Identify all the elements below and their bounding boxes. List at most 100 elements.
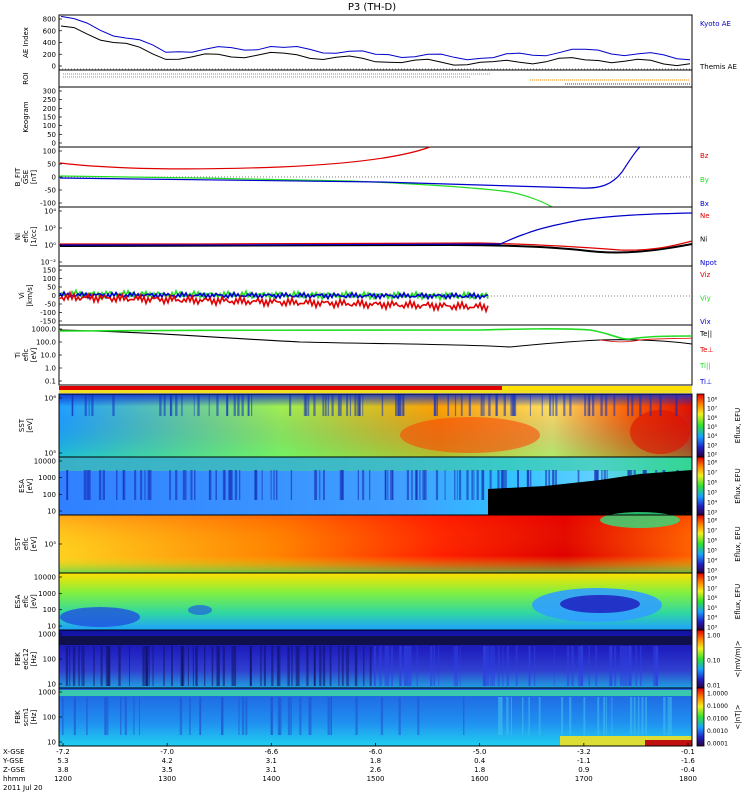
labels-layer: AE Index 800 600 400 200 0 Kyoto AE Themis AE RO… bbox=[2, 16, 742, 793]
sst_i-cbar-label: Eflux, EFU bbox=[734, 526, 742, 561]
sst-e-stripes-stripe bbox=[247, 394, 250, 416]
keogram-ytick: 300 bbox=[43, 88, 56, 96]
fbk1-stripes-stripe bbox=[329, 646, 332, 686]
sst-e-stripes-stripe bbox=[349, 394, 351, 416]
sst_e-cbar-tick: 10⁵ bbox=[707, 424, 718, 431]
fbk1-stripes-stripe bbox=[107, 646, 110, 686]
esa_i-cbar-tick: 10⁶ bbox=[707, 595, 718, 602]
sst-e-stripes-stripe bbox=[569, 394, 572, 416]
ae-legend-1: Themis AE bbox=[699, 63, 737, 71]
ae-series-group bbox=[59, 15, 692, 70]
fbk1-stripes-stripe bbox=[566, 646, 570, 686]
esa-e-stripes-stripe bbox=[341, 470, 343, 500]
bfit-panel bbox=[58, 146, 693, 208]
ae-ytick: 400 bbox=[43, 39, 56, 47]
fbk1-stripes-stripe bbox=[384, 646, 387, 686]
fbk2-stripes-stripe bbox=[499, 697, 502, 735]
fbk1-stripes-stripe bbox=[260, 646, 262, 686]
esa_i-ylabel-1: ESA bbox=[14, 594, 22, 608]
fbk1-stripes-stripe bbox=[459, 646, 461, 686]
xaxis-value: -5.0 bbox=[473, 748, 487, 756]
esa-e-stripes-stripe bbox=[134, 470, 137, 500]
sst-e-stripes-stripe bbox=[587, 394, 590, 416]
colorbars bbox=[696, 393, 705, 747]
fbk1-cbar-tick: 0.01 bbox=[707, 683, 721, 690]
esa-e-stripes-stripe bbox=[319, 470, 321, 500]
fbk1-stripes-stripe bbox=[211, 646, 214, 686]
fbk1-stripes-stripe bbox=[629, 646, 632, 686]
esa-e-stripes-stripe bbox=[548, 470, 551, 500]
vi-legend-1: Viy bbox=[700, 295, 711, 303]
bz-line bbox=[59, 146, 431, 170]
esa-i-blue-blob-2 bbox=[188, 605, 212, 615]
ni-legend-2: Npot bbox=[700, 259, 717, 267]
esa_e-cbar-label: Eflux, EFU bbox=[734, 468, 742, 503]
esa_i-cbar-tick: 10³ bbox=[707, 625, 718, 632]
fbk1-stripes-stripe bbox=[129, 646, 130, 686]
fbk1-stripes-stripe bbox=[506, 646, 509, 686]
fbk2-panel bbox=[58, 687, 693, 747]
sst_e-cbar-tick: 10² bbox=[707, 452, 718, 459]
fbk2-stripes-stripe bbox=[299, 697, 302, 735]
esa_e-ylabel-2: [eV] bbox=[26, 478, 34, 493]
fbk1-stripes-stripe bbox=[322, 646, 326, 686]
sst_e-cbar-tick: 10⁴ bbox=[707, 433, 718, 440]
esa-e-stripes-stripe bbox=[208, 470, 210, 500]
fbk1-stripes-stripe bbox=[291, 646, 293, 686]
sst_e-cbar-tick: 10³ bbox=[707, 442, 718, 449]
esa_i-cbar-tick: 10⁴ bbox=[707, 615, 718, 622]
ni-ylabel-2: eflc bbox=[22, 230, 30, 243]
sst-e-stripes-stripe bbox=[488, 394, 491, 416]
fbk1-stripes-stripe bbox=[65, 646, 69, 686]
xaxis-value: -6.0 bbox=[369, 748, 383, 756]
fbk2-cbar-tick: 0.1000 bbox=[707, 703, 728, 710]
sst_e-ylabel-2: [eV] bbox=[26, 418, 34, 433]
sst-e-stripes-stripe bbox=[604, 394, 606, 416]
esa-e-stripes-stripe bbox=[406, 470, 409, 500]
fbk1-stripes-stripe bbox=[105, 646, 109, 686]
sst-e-stripes-stripe bbox=[675, 394, 678, 416]
esa-e-stripes-stripe bbox=[234, 470, 238, 500]
fbk1-stripes-stripe bbox=[81, 646, 83, 686]
xaxis-value: 1700 bbox=[575, 775, 593, 783]
sst-e-stripes-stripe bbox=[483, 394, 485, 416]
sst-e-stripes-stripe bbox=[397, 394, 400, 416]
fbk1-stripes-stripe bbox=[655, 646, 658, 686]
esa-e-stripes-stripe bbox=[390, 470, 393, 500]
esa-e-stripes-stripe bbox=[228, 470, 230, 500]
fbk1-stripes-stripe bbox=[620, 646, 623, 686]
sst_i-cbar-tick: 10⁴ bbox=[707, 558, 718, 565]
sst-e-stripes-stripe bbox=[605, 394, 608, 416]
fbk2-stripes bbox=[61, 697, 672, 735]
bfit-ytick: 100 bbox=[43, 148, 56, 156]
sst-e-overlay bbox=[59, 394, 692, 457]
esa_e-ytick: 10000 bbox=[34, 458, 56, 466]
fbk1-stripes-stripe bbox=[356, 646, 358, 686]
fbk1-stripes-stripe bbox=[487, 646, 490, 686]
esa-e-stripes-stripe bbox=[476, 470, 479, 500]
sst-e-stripes-stripe bbox=[436, 394, 438, 416]
esa-e-stripes-stripe bbox=[458, 470, 462, 500]
fbk2-stripes-stripe bbox=[669, 697, 672, 735]
fbk2-red-region bbox=[645, 740, 692, 746]
fbk1-stripes-stripe bbox=[216, 646, 219, 686]
fbk1-stripes-stripe bbox=[163, 646, 165, 686]
sst-e-stripes-stripe bbox=[503, 394, 506, 416]
fbk1-stripes-stripe bbox=[118, 646, 121, 686]
fbk2-stripes-stripe bbox=[241, 697, 245, 735]
esa_e-cbar-tick: 10⁷ bbox=[707, 470, 718, 477]
sst-e-stripes-stripe bbox=[216, 394, 219, 416]
fbk1-stripes-stripe bbox=[430, 646, 433, 686]
esa_i-cbar-tick: 10⁷ bbox=[707, 585, 718, 592]
esa_i-ytick: 10000 bbox=[34, 574, 56, 582]
esa-e-stripes-stripe bbox=[435, 470, 439, 500]
fbk1-stripes-stripe bbox=[222, 646, 225, 686]
sst-e-stripes-stripe bbox=[514, 394, 517, 416]
fbk2-cbar-label: <|nT|> bbox=[734, 704, 742, 729]
fbk2-ylabel-3: [Hz] bbox=[30, 710, 38, 725]
vi-ytick: 100 bbox=[43, 275, 56, 283]
sst-e-stripes-stripe bbox=[346, 394, 349, 416]
status-bar-2 bbox=[59, 390, 692, 393]
fbk1-stripes-stripe bbox=[484, 646, 487, 686]
sst-e-hot-region-2 bbox=[630, 410, 690, 454]
